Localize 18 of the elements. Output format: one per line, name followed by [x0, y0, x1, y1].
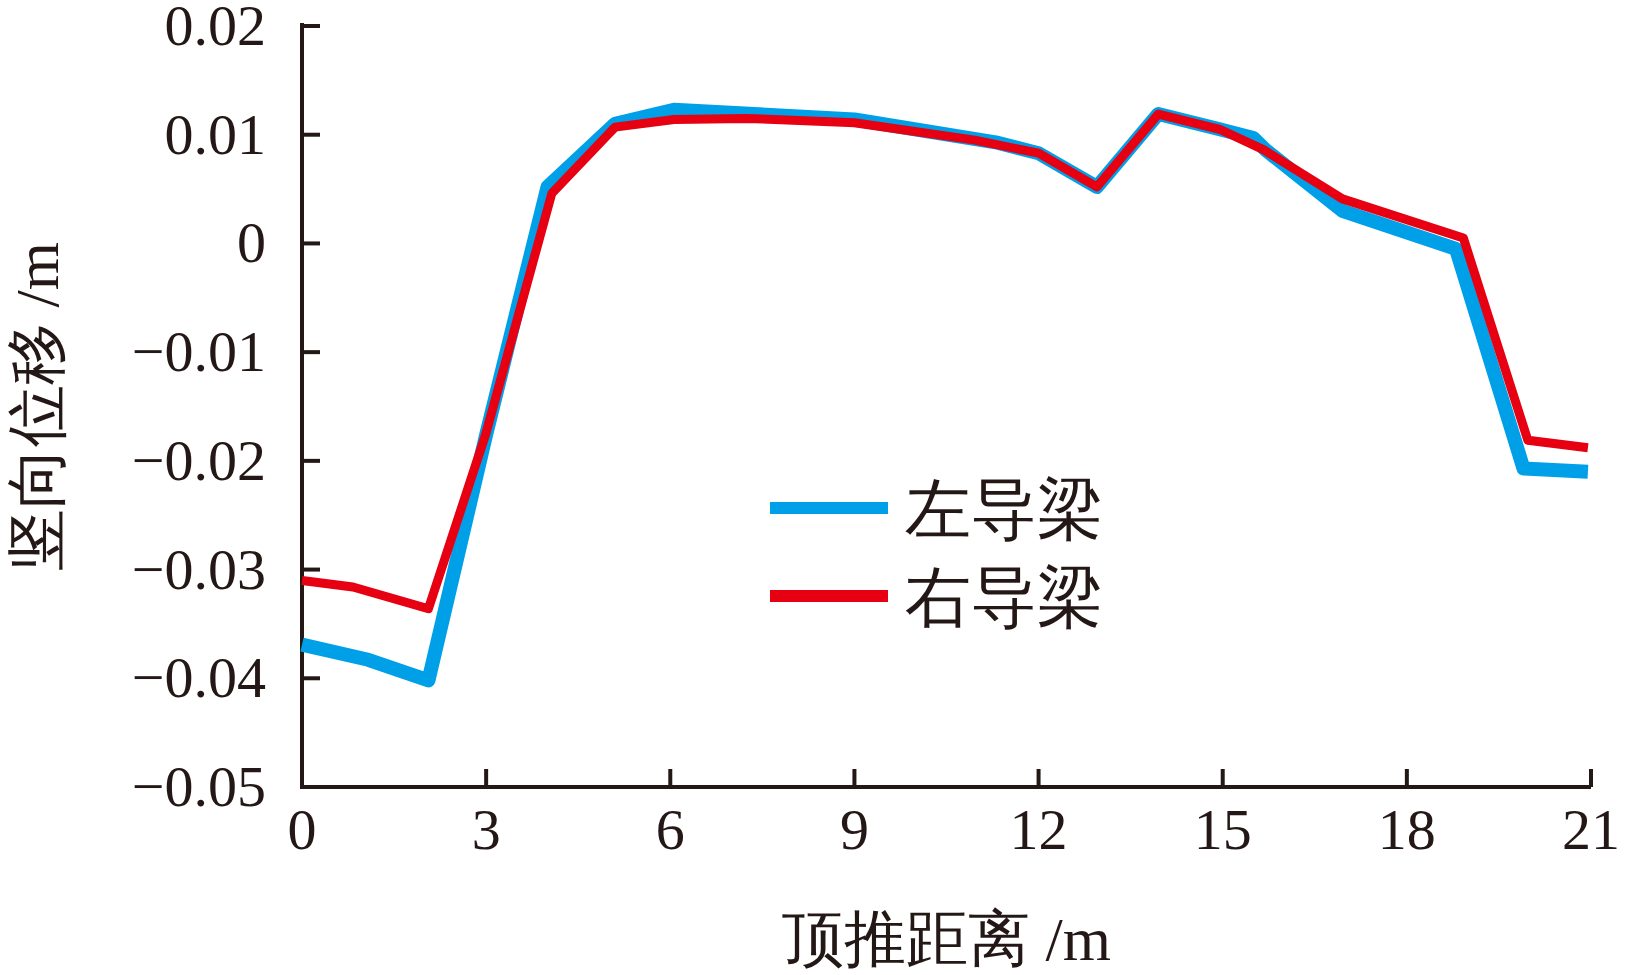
x-tick-label: 3 [471, 797, 501, 862]
y-tick-label: 0.01 [164, 101, 266, 167]
x-tick-label: 6 [655, 797, 685, 862]
y-tick-label: −0.03 [131, 536, 266, 602]
x-tick-label: 9 [839, 797, 869, 862]
x-tick-label: 18 [1377, 797, 1436, 862]
y-tick-label: −0.02 [131, 427, 266, 493]
x-axis-title: 顶推距离 /m [782, 905, 1111, 973]
y-tick-label: −0.01 [131, 319, 266, 385]
x-tick-label: 0 [287, 797, 317, 862]
x-tick-label: 15 [1193, 797, 1252, 862]
y-tick-label: 0.02 [164, 0, 266, 58]
y-tick-label: 0 [237, 210, 266, 276]
y-tick-label: −0.05 [131, 754, 266, 819]
x-tick-label: 12 [1009, 797, 1068, 862]
y-tick-label: −0.04 [131, 645, 266, 711]
x-tick-label: 21 [1562, 797, 1620, 862]
y-axis-title: 竖向位移 /m [3, 242, 71, 571]
